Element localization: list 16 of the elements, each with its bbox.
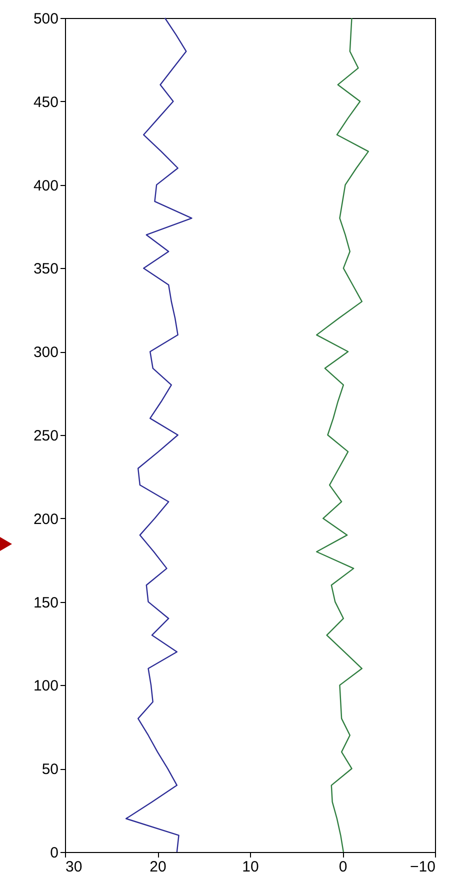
y-tick-label: 100 — [33, 678, 58, 695]
x-tick-label: 10 — [242, 858, 259, 876]
y-tick-label: 150 — [33, 594, 58, 612]
y-tick-label: 0 — [50, 844, 58, 862]
x-tick-label: −10 — [410, 858, 436, 876]
y-tick-label: 350 — [33, 260, 58, 278]
y-tick-label: 250 — [33, 428, 58, 444]
x-tick-label: 30 — [66, 858, 82, 876]
y-tick-label: 200 — [33, 510, 58, 528]
y-tick-label: 450 — [33, 94, 58, 111]
y-tick-label: 50 — [42, 761, 58, 778]
y-tick-label: 500 — [33, 10, 58, 28]
y-tick-label: 300 — [33, 344, 58, 362]
y-tick-label: 400 — [33, 177, 58, 194]
x-tick-label: 20 — [150, 858, 166, 876]
x-tick-label: 0 — [338, 858, 348, 876]
